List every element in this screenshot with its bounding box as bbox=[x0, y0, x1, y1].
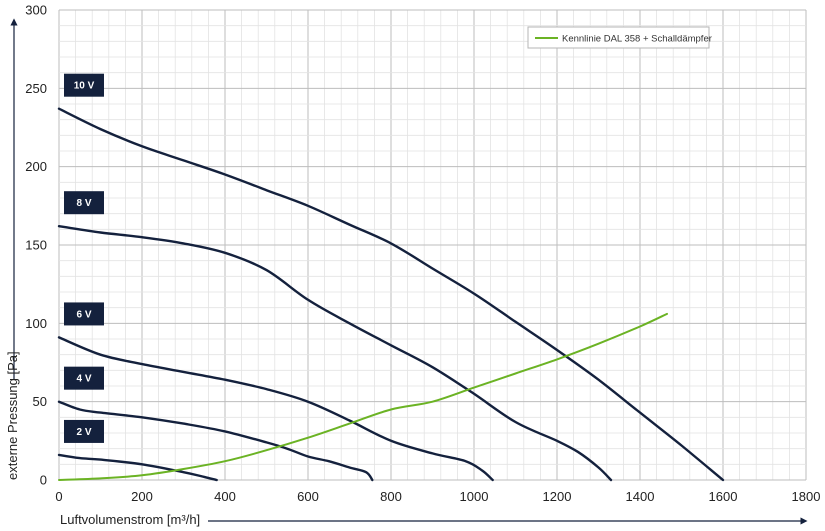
y-tick-label: 300 bbox=[25, 3, 47, 18]
badge-8v: 8 V bbox=[64, 191, 104, 215]
badge-label: 4 V bbox=[76, 374, 91, 385]
badge-10v: 10 V bbox=[64, 73, 104, 97]
badge-label: 2 V bbox=[76, 427, 91, 438]
x-tick-label: 0 bbox=[55, 489, 62, 504]
x-tick-label: 1800 bbox=[792, 489, 821, 504]
badge-label: 6 V bbox=[76, 309, 91, 320]
grid bbox=[58, 9, 807, 481]
legend-label: Kennlinie DAL 358 + Schalldämpfer bbox=[562, 34, 712, 45]
badge-box bbox=[64, 419, 104, 443]
x-tick-label: 1600 bbox=[709, 489, 738, 504]
y-tick-label: 0 bbox=[40, 473, 47, 488]
labels: 0 200 400 600 800 1000 1200 1400 1600 1800 0 50 100 1… bbox=[10, 3, 821, 525]
x-tick-label: 1400 bbox=[626, 489, 655, 504]
badge-box bbox=[64, 366, 104, 390]
legend-box bbox=[527, 26, 710, 49]
badge-6v: 6 V bbox=[64, 302, 104, 326]
system-curve bbox=[58, 312, 668, 481]
y-tick-label: 100 bbox=[25, 316, 47, 331]
x-tick-label: 400 bbox=[214, 489, 236, 504]
x-tick-label: 800 bbox=[380, 489, 402, 504]
badge-label: 10 V bbox=[74, 81, 95, 92]
badge-box bbox=[64, 191, 104, 215]
x-tick-label: 200 bbox=[131, 489, 153, 504]
y-axis-title: externe Pressung [Pa] bbox=[5, 351, 20, 480]
x-axis-title: Luftvolumenstrom [m³/h] bbox=[60, 512, 200, 527]
y-tick-label: 50 bbox=[33, 394, 47, 409]
y-tick-label: 250 bbox=[25, 81, 47, 96]
fan-curve-6v bbox=[57, 336, 494, 482]
legend: Kennlinie DAL 358 + Schalldämpfer bbox=[527, 26, 712, 49]
fan-curve-8v bbox=[57, 225, 613, 482]
y-tick-label: 150 bbox=[25, 238, 47, 253]
x-tick-label: 600 bbox=[297, 489, 319, 504]
badge-box bbox=[64, 302, 104, 326]
fan-curve-10v bbox=[57, 107, 725, 482]
badge-4v: 4 V bbox=[64, 366, 104, 390]
badge-box bbox=[64, 73, 104, 97]
x-tick-label: 1000 bbox=[460, 489, 489, 504]
curves bbox=[57, 107, 725, 482]
badge-label: 8 V bbox=[76, 198, 91, 209]
x-tick-label: 1200 bbox=[543, 489, 572, 504]
y-tick-label: 200 bbox=[25, 159, 47, 174]
badge-2v: 2 V bbox=[64, 419, 104, 443]
fan-curve-4v bbox=[57, 400, 374, 482]
fan-curve-2v bbox=[57, 453, 218, 482]
